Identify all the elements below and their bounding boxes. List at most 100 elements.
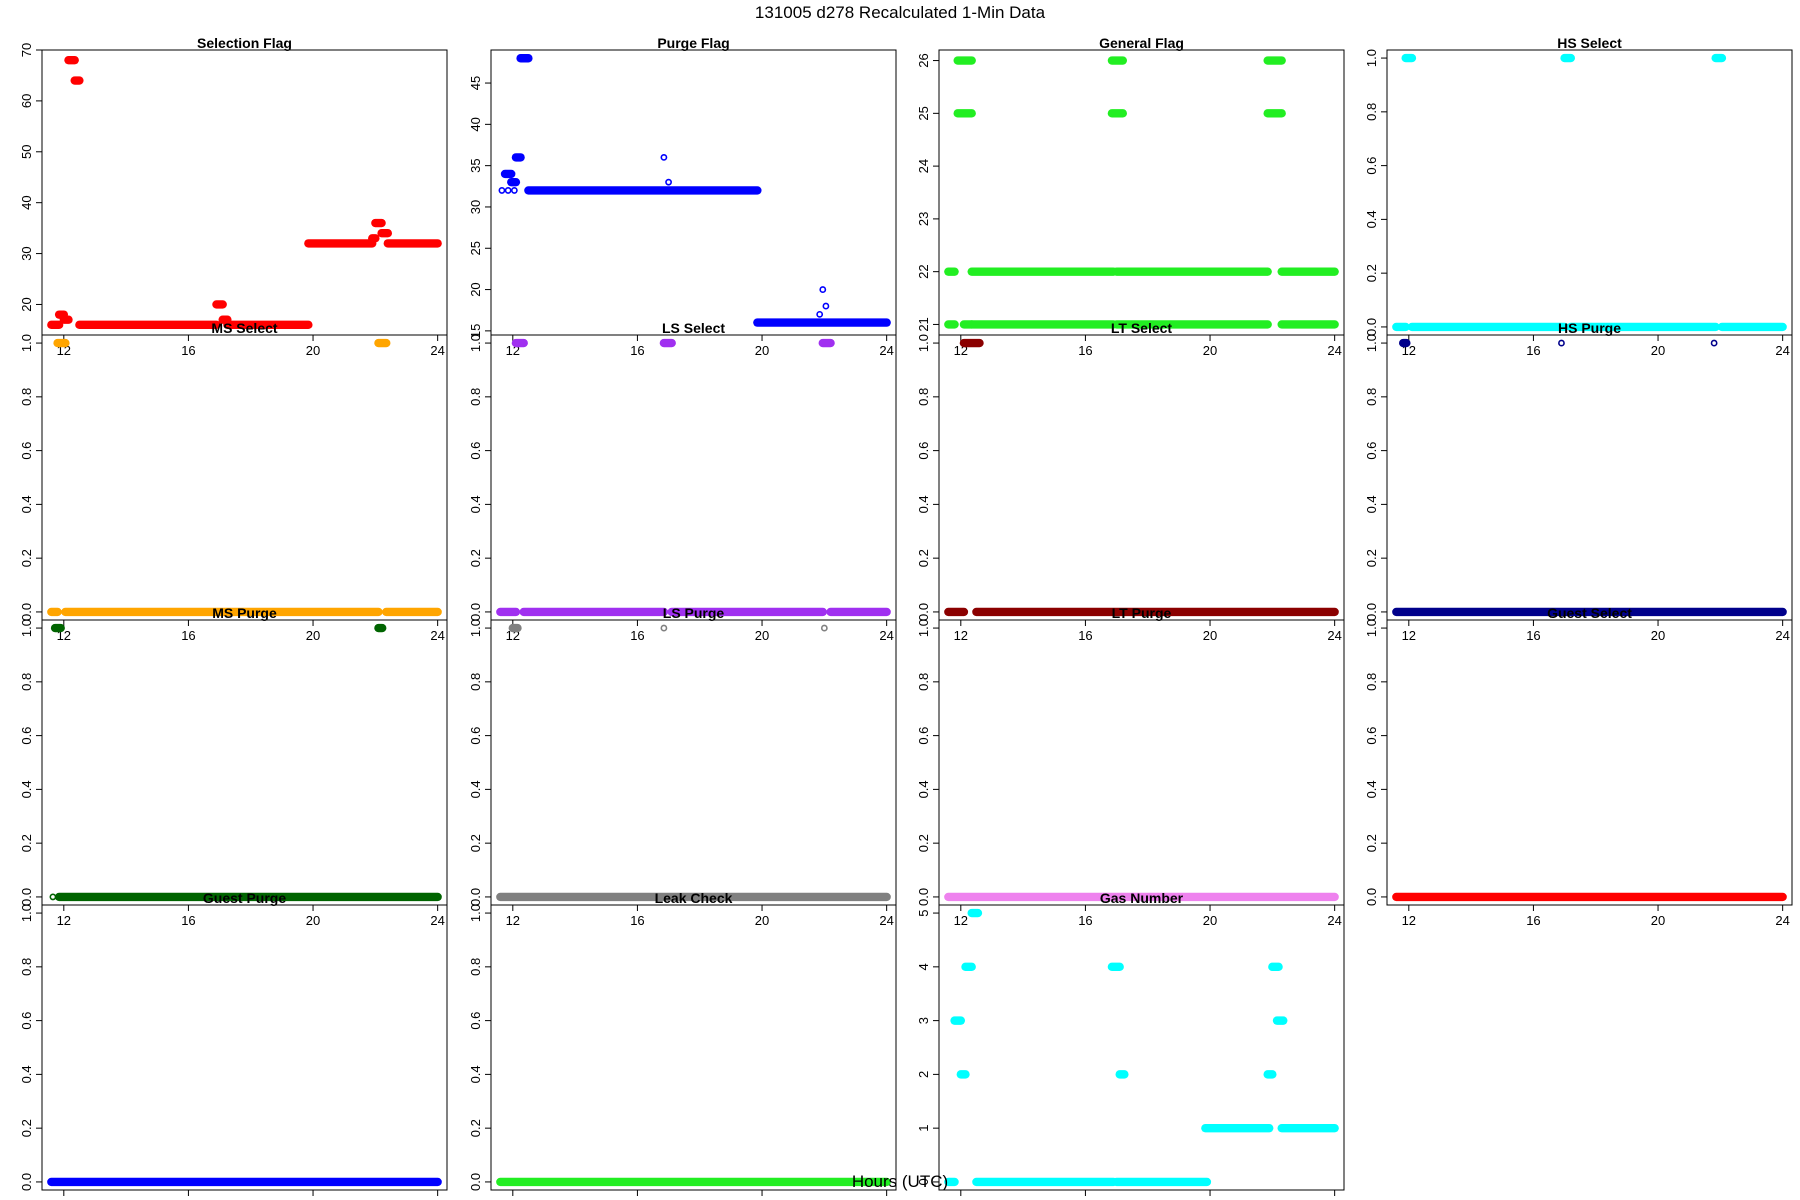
panel-title: LS Select xyxy=(662,320,725,336)
y-tick-label: 0.4 xyxy=(19,495,34,513)
data-point xyxy=(816,310,824,318)
plot-frame xyxy=(41,334,448,621)
y-tick-label: 25 xyxy=(916,106,931,120)
x-tick-label: 16 xyxy=(1078,628,1092,643)
y-tick-label: 1.0 xyxy=(916,619,931,637)
data-point xyxy=(498,187,506,194)
y-tick-label: 0.4 xyxy=(1364,780,1379,798)
y-tick-label: 0.0 xyxy=(468,603,483,621)
panel-title: Purge Flag xyxy=(657,35,729,51)
y-tick-label: 0.8 xyxy=(1364,388,1379,406)
x-tick-label: 12 xyxy=(506,1198,520,1200)
panel-title: HS Select xyxy=(1557,35,1622,51)
x-tick-label: 20 xyxy=(755,628,769,643)
x-tick-label: 12 xyxy=(1402,913,1416,928)
y-tick-label: 0.0 xyxy=(19,603,34,621)
panel-guest-select: Guest Select 12 16 20 24 0.0 0.2 0.4 0.6 0.8 1.0 xyxy=(1364,605,1793,928)
x-tick-label: 12 xyxy=(954,913,968,928)
panel-lt-purge: LT Purge 12 16 20 24 0.0 0.2 0.4 0.6 0.8 1.0 xyxy=(916,605,1345,928)
y-tick-label: 0.2 xyxy=(468,1119,483,1137)
plot-frame xyxy=(41,49,448,336)
x-tick-label: 24 xyxy=(1327,913,1341,928)
x-tick-label: 16 xyxy=(1526,628,1540,643)
x-tick-label: 24 xyxy=(1775,913,1789,928)
y-tick-label: 0.6 xyxy=(916,727,931,745)
y-tick-label: 0 xyxy=(916,1178,931,1185)
plot-frame xyxy=(1386,619,1793,906)
y-tick-label: 0.4 xyxy=(468,780,483,798)
x-tick-label: 20 xyxy=(755,343,769,358)
y-tick-label: 0.6 xyxy=(19,727,34,745)
figure-title: 131005 d278 Recalculated 1-Min Data xyxy=(755,3,1046,22)
panel-title: Selection Flag xyxy=(197,35,292,51)
y-tick-label: 0.8 xyxy=(916,388,931,406)
x-tick-label: 16 xyxy=(630,628,644,643)
data-marks xyxy=(496,623,891,902)
data-marks xyxy=(1392,338,1787,617)
x-tick-label: 20 xyxy=(1203,1198,1217,1200)
x-tick-label: 20 xyxy=(755,913,769,928)
x-axis-label: Hours (UTC) xyxy=(852,1172,948,1191)
y-tick-label: 1.0 xyxy=(468,904,483,922)
panel-ls-purge: LS Purge 12 16 20 24 0.0 0.2 0.4 0.6 0.8 1.0 xyxy=(468,605,897,928)
y-tick-label: 4 xyxy=(916,963,931,970)
y-tick-label: 0.6 xyxy=(1364,442,1379,460)
y-tick-label: 0.6 xyxy=(19,1012,34,1030)
panel-guest-purge: Guest Purge 12 16 20 24 0.0 0.2 0.4 0.6 0.8 1.0 xyxy=(19,890,448,1200)
y-tick-label: 1 xyxy=(916,1125,931,1132)
y-tick-label: 0.4 xyxy=(19,1065,34,1083)
panel-title: LT Purge xyxy=(1112,605,1172,621)
y-tick-label: 0.2 xyxy=(19,549,34,567)
x-tick-label: 16 xyxy=(630,343,644,358)
y-tick-label: 30 xyxy=(468,200,483,214)
y-tick-label: 0.0 xyxy=(19,1173,34,1191)
y-tick-label: 1.0 xyxy=(916,334,931,352)
x-tick-label: 16 xyxy=(181,913,195,928)
y-tick-label: 0.2 xyxy=(916,834,931,852)
y-tick-label: 0.8 xyxy=(468,673,483,691)
y-tick-label: 2 xyxy=(916,1071,931,1078)
panel-title: LT Select xyxy=(1111,320,1173,336)
x-tick-label: 20 xyxy=(306,1198,320,1200)
y-tick-label: 0.0 xyxy=(1364,318,1379,336)
panel-title: HS Purge xyxy=(1558,320,1621,336)
y-tick-label: 0.4 xyxy=(916,495,931,513)
y-tick-label: 0.4 xyxy=(19,780,34,798)
plot-frame xyxy=(490,619,897,906)
y-tick-label: 20 xyxy=(468,282,483,296)
data-point xyxy=(820,319,828,327)
data-point xyxy=(1558,339,1565,347)
y-tick-label: 0.2 xyxy=(1364,549,1379,567)
y-tick-label: 1.0 xyxy=(19,619,34,637)
data-marks xyxy=(944,338,1339,617)
y-tick-label: 15 xyxy=(468,324,483,338)
panel-title: Guest Select xyxy=(1547,605,1632,621)
x-tick-label: 20 xyxy=(306,913,320,928)
x-tick-label: 24 xyxy=(1327,1198,1341,1200)
y-tick-label: 0.8 xyxy=(916,673,931,691)
data-point xyxy=(504,187,512,194)
x-tick-label: 20 xyxy=(1203,628,1217,643)
y-tick-label: 26 xyxy=(916,53,931,67)
y-tick-label: 0.6 xyxy=(1364,727,1379,745)
y-tick-label: 24 xyxy=(916,159,931,173)
data-point xyxy=(822,302,830,310)
plot-frame xyxy=(938,619,1345,906)
y-tick-label: 0.0 xyxy=(1364,603,1379,621)
y-tick-label: 0.8 xyxy=(468,958,483,976)
x-tick-label: 20 xyxy=(306,628,320,643)
x-tick-label: 12 xyxy=(57,913,71,928)
data-point xyxy=(660,153,668,161)
y-tick-label: 0.2 xyxy=(1364,264,1379,282)
data-point xyxy=(660,624,668,632)
data-marks xyxy=(944,908,1339,1187)
panel-title: Guest Purge xyxy=(203,890,286,906)
y-tick-label: 0.2 xyxy=(19,834,34,852)
plot-frame xyxy=(490,334,897,621)
x-tick-label: 16 xyxy=(1078,1198,1092,1200)
y-tick-label: 30 xyxy=(19,246,34,260)
y-tick-label: 0.4 xyxy=(1364,210,1379,228)
